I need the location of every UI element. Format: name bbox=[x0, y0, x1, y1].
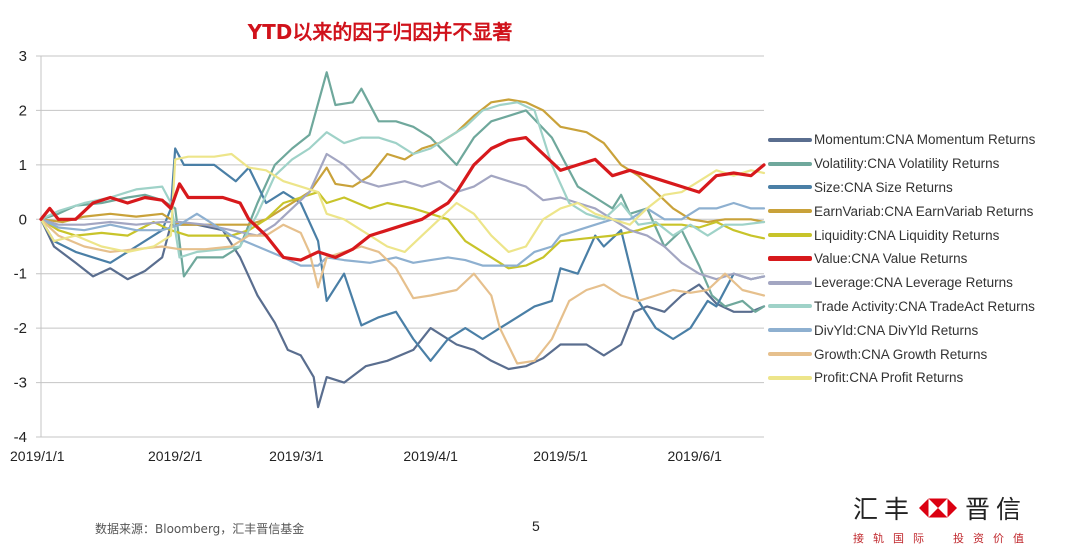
legend-swatch-icon bbox=[768, 185, 812, 190]
legend-swatch-icon bbox=[768, 280, 812, 285]
grid-lines bbox=[36, 55, 764, 438]
legend-swatch-icon bbox=[768, 352, 812, 357]
legend-label: EarnVariab:CNA EarnVariab Returns bbox=[814, 203, 1034, 219]
y-tick-label: -3 bbox=[14, 375, 27, 392]
y-tick-label: 2 bbox=[19, 102, 27, 119]
y-tick-label: -4 bbox=[14, 429, 27, 446]
page-number: 5 bbox=[532, 518, 540, 534]
logo-name-right: 晋信 bbox=[965, 495, 1028, 524]
legend-swatch-icon bbox=[768, 375, 812, 380]
legend-item: Value:CNA Value Returns bbox=[768, 247, 1035, 271]
series-line bbox=[39, 98, 766, 226]
series-line bbox=[39, 218, 766, 409]
legend-label: Growth:CNA Growth Returns bbox=[814, 346, 988, 362]
x-tick-label: 2019/3/1 bbox=[269, 448, 324, 464]
x-tick-label: 2019/1/1 bbox=[10, 448, 65, 464]
series-line bbox=[39, 152, 766, 281]
x-tick-label: 2019/5/1 bbox=[533, 448, 588, 464]
legend-swatch-icon bbox=[768, 304, 812, 309]
legend-label: Momentum:CNA Momentum Returns bbox=[814, 132, 1036, 148]
chart-title: YTD以来的因子归因并不显著 bbox=[247, 20, 513, 44]
x-tick-label: 2019/6/1 bbox=[667, 448, 722, 464]
legend-swatch-icon bbox=[768, 137, 812, 142]
legend-label: Size:CNA Size Returns bbox=[814, 179, 953, 195]
legend-item: Momentum:CNA Momentum Returns bbox=[768, 128, 1035, 152]
series-line bbox=[39, 201, 766, 267]
x-tick-label: 2019/4/1 bbox=[403, 448, 458, 464]
y-tick-label: -1 bbox=[14, 266, 27, 283]
legend-label: Profit:CNA Profit Returns bbox=[814, 370, 964, 386]
legend-item: Trade Activity:CNA TradeAct Returns bbox=[768, 295, 1035, 319]
series-lines bbox=[39, 71, 766, 409]
legend-label: DivYld:CNA DivYld Returns bbox=[814, 322, 979, 338]
x-tick-label: 2019/2/1 bbox=[148, 448, 203, 464]
series-line bbox=[39, 218, 766, 365]
legend-label: Volatility:CNA Volatility Returns bbox=[814, 156, 1000, 172]
series-line bbox=[39, 136, 766, 262]
hexagon-logo-icon bbox=[919, 498, 958, 518]
y-tick-label: 0 bbox=[19, 211, 27, 228]
series-line bbox=[39, 191, 766, 270]
legend-item: Volatility:CNA Volatility Returns bbox=[768, 152, 1035, 176]
legend-item: Leverage:CNA Leverage Returns bbox=[768, 271, 1035, 295]
legend-item: DivYld:CNA DivYld Returns bbox=[768, 318, 1035, 342]
legend-label: Liquidity:CNA Liquidity Returns bbox=[814, 227, 1000, 243]
x-axis: 2019/1/1 2019/2/1 2019/3/1 2019/4/1 2019/5/1… bbox=[10, 448, 722, 464]
y-axis: 3 2 1 0 -1 -2 -3 -4 bbox=[14, 48, 42, 446]
legend-label: Leverage:CNA Leverage Returns bbox=[814, 275, 1013, 291]
logo-name-left: 汇丰 bbox=[853, 495, 916, 524]
company-logo: 汇丰 晋信 接轨国际 投资价值 bbox=[853, 490, 1068, 546]
legend-swatch-icon bbox=[768, 233, 812, 238]
legend-item: Growth:CNA Growth Returns bbox=[768, 342, 1035, 366]
data-source-note: 数据来源：Bloomberg，汇丰晋信基金 bbox=[95, 522, 305, 536]
legend-item: Liquidity:CNA Liquidity Returns bbox=[768, 223, 1035, 247]
legend-swatch-icon bbox=[768, 328, 812, 333]
legend-swatch-icon bbox=[768, 161, 812, 166]
series-line bbox=[39, 101, 766, 259]
series-line bbox=[39, 152, 766, 253]
y-tick-label: 1 bbox=[19, 157, 27, 174]
legend-swatch-icon bbox=[768, 256, 812, 262]
logo-tagline: 接轨国际 投资价值 bbox=[853, 532, 1033, 545]
legend-item: EarnVariab:CNA EarnVariab Returns bbox=[768, 199, 1035, 223]
chart-legend: Momentum:CNA Momentum Returns Volatility:… bbox=[768, 128, 1035, 390]
legend-item: Size:CNA Size Returns bbox=[768, 176, 1035, 200]
y-tick-label: -2 bbox=[14, 320, 27, 337]
legend-swatch-icon bbox=[768, 209, 812, 214]
legend-label: Value:CNA Value Returns bbox=[814, 251, 968, 267]
legend-item: Profit:CNA Profit Returns bbox=[768, 366, 1035, 390]
y-tick-label: 3 bbox=[19, 48, 27, 65]
series-line bbox=[39, 71, 766, 313]
legend-label: Trade Activity:CNA TradeAct Returns bbox=[814, 298, 1035, 314]
series-line bbox=[39, 147, 766, 362]
